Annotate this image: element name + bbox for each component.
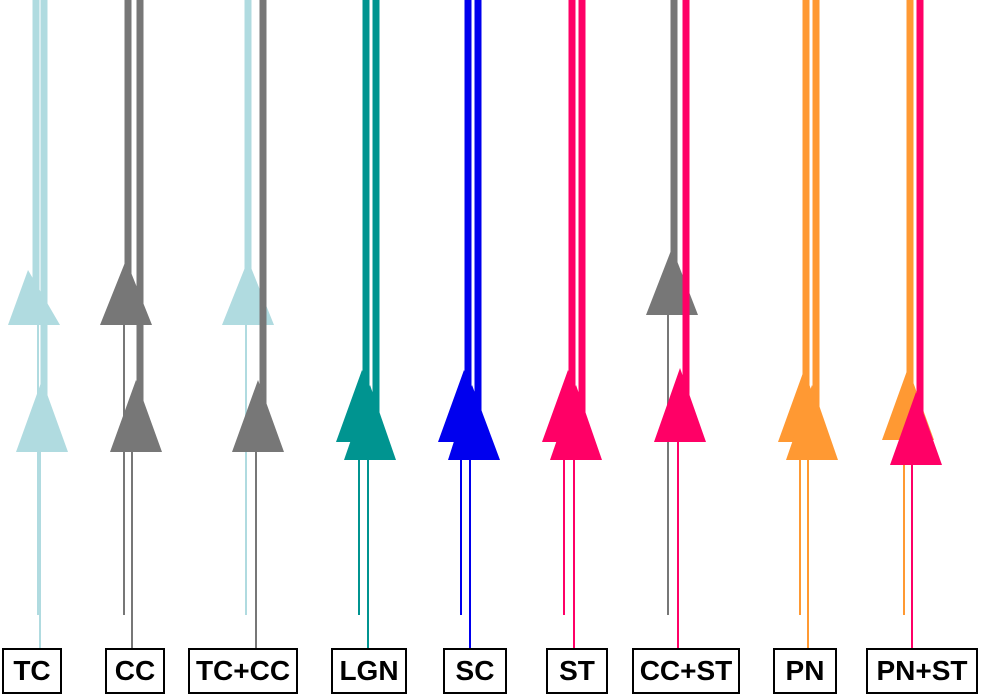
apical-dendrite	[372, 0, 380, 415]
apical-dendrite	[362, 0, 370, 400]
neuron-group-lgn	[336, 0, 396, 648]
group-label: PN+ST	[866, 648, 978, 694]
group-label: CC+ST	[632, 648, 740, 694]
apical-dendrite	[682, 0, 690, 398]
neuron-group-st	[542, 0, 602, 648]
soma	[448, 385, 500, 460]
neuron-group-cc	[100, 0, 162, 648]
soma	[550, 385, 602, 460]
group-label: PN	[773, 648, 837, 694]
apical-dendrite	[812, 0, 820, 415]
neuron-group-tc-cc	[222, 0, 284, 648]
apical-dendrite	[124, 0, 132, 290]
apical-dendrite	[244, 0, 252, 290]
apical-dendrite	[568, 0, 576, 400]
apical-dendrite	[464, 0, 472, 400]
apical-dendrite	[578, 0, 586, 415]
apical-dendrite	[670, 0, 678, 278]
apical-dendrite	[474, 0, 482, 415]
neuron-group-pn	[778, 0, 838, 648]
group-label: SC	[443, 648, 507, 694]
apical-dendrite	[916, 0, 924, 422]
group-label: LGN	[331, 648, 407, 694]
neuron-group-sc	[438, 0, 500, 648]
soma	[16, 380, 68, 452]
apical-dendrite	[40, 0, 48, 410]
group-label: CC	[105, 648, 165, 694]
soma	[344, 385, 396, 460]
apical-dendrite	[259, 0, 267, 410]
group-label: TC+CC	[188, 648, 298, 694]
neuron-group-cc-st	[646, 0, 706, 648]
neuron-group-tc	[8, 0, 68, 648]
neuron-group-pn-st	[882, 0, 942, 648]
apical-dendrite	[802, 0, 810, 400]
soma	[654, 368, 706, 442]
apical-dendrite	[32, 0, 40, 300]
soma	[100, 260, 152, 325]
apical-dendrite	[136, 0, 144, 410]
group-label: ST	[546, 648, 608, 694]
soma	[646, 248, 698, 315]
soma	[232, 380, 284, 452]
soma	[890, 392, 942, 465]
soma	[786, 385, 838, 460]
soma	[110, 380, 162, 452]
group-label: TC	[2, 648, 62, 694]
apical-dendrite	[906, 0, 914, 398]
